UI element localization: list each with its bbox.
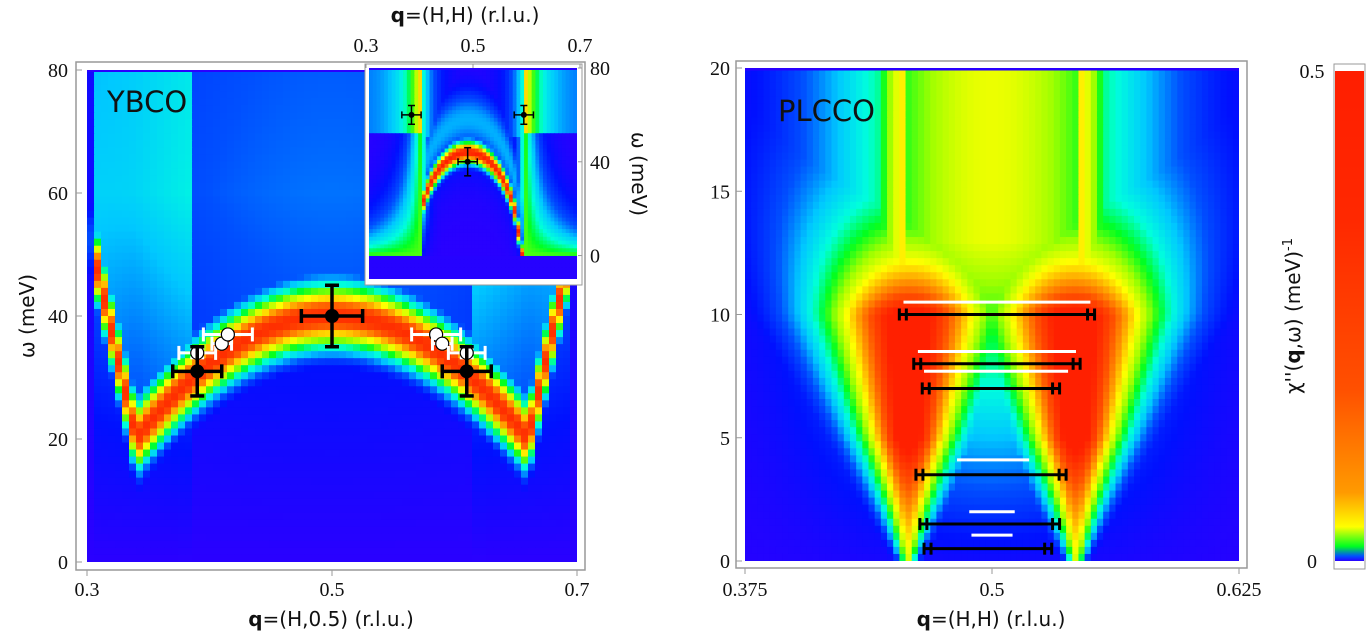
top-edge-line — [369, 68, 577, 70]
x-label-bold: q — [917, 607, 931, 631]
inset-y-tick-label: 0 — [590, 246, 600, 268]
top-edge-line — [745, 68, 1239, 71]
heatmap-inset — [369, 68, 577, 279]
data-markers-plcco — [897, 300, 1097, 555]
x-label-bold: q — [248, 607, 262, 631]
inset-x-label-bold: q — [391, 3, 405, 27]
inset-y-axis-label: ω (meV) — [627, 132, 651, 216]
inset-y-tick-label: 40 — [590, 152, 610, 174]
x-axis-label-plcco: q=(H,H) (r.l.u.) — [917, 607, 1066, 631]
data-point-black — [325, 309, 339, 323]
y-tick-label: 80 — [48, 60, 68, 82]
y-tick-label: 5 — [720, 428, 730, 450]
heatmap-plcco — [745, 68, 1239, 561]
panel-title-ybco: YBCO — [106, 85, 187, 119]
x-tick-label: 0.625 — [1217, 579, 1262, 601]
x-tick-label: 0.375 — [723, 579, 768, 601]
data-point-black — [190, 364, 205, 379]
data-point-white — [435, 336, 450, 351]
colorbar-label: χ''(q,ω) (meV)-1 — [1281, 238, 1305, 394]
y-tick-label: 40 — [48, 306, 68, 328]
colorbar: 00.5 χ''(q,ω) (meV)-1 — [1281, 61, 1366, 573]
x-label-rest: =(H,H) (r.l.u.) — [931, 607, 1065, 631]
colorbar-label-rest: ,ω) (meV) — [1281, 251, 1305, 349]
data-point-black — [459, 364, 474, 379]
panel-plcco: 0.375 0.5 0.625 0 5 10 15 20 PLCCO q=(H,H) (r.l… — [710, 58, 1262, 631]
data-markers-ybco — [171, 283, 493, 398]
y-tick-label: 0 — [720, 551, 730, 573]
y-tick-label: 15 — [710, 181, 730, 203]
axis-ticks-inset: 0.3 0.5 0.7 0 40 80 — [354, 35, 611, 268]
colorbar-tick-label: 0.5 — [1300, 61, 1325, 83]
inset-panel: 0.3 0.5 0.7 0 40 80 q=(H,H) (r.l.u.) ω (meV) — [354, 3, 651, 286]
y-axis-label-ybco: ω (meV) — [15, 274, 39, 358]
colorbar-label-bold: q — [1281, 349, 1305, 363]
colorbar-label-main: χ''( — [1281, 364, 1305, 394]
x-label-rest: =(H,0.5) (r.l.u.) — [263, 607, 414, 631]
y-tick-label: 20 — [48, 429, 68, 451]
inset-x-tick-label: 0.3 — [354, 35, 379, 57]
data-markers-inset — [401, 104, 535, 177]
panel-title-plcco: PLCCO — [778, 94, 875, 128]
colorbar-ticks: 00.5 — [1300, 61, 1325, 573]
inset-data-point — [408, 111, 415, 118]
data-point-white — [220, 327, 235, 342]
inset-x-axis-label: q=(H,H) (r.l.u.) — [391, 3, 540, 27]
inset-data-point — [464, 158, 471, 165]
inset-x-label-rest: =(H,H) (r.l.u.) — [405, 3, 539, 27]
x-axis-label-ybco: q=(H,0.5) (r.l.u.) — [248, 607, 414, 631]
x-tick-label: 0.5 — [980, 579, 1005, 601]
inset-x-tick-label: 0.7 — [568, 35, 593, 57]
x-tick-label: 0.3 — [75, 579, 100, 601]
inset-x-tick-label: 0.5 — [461, 35, 486, 57]
y-tick-label: 20 — [710, 58, 730, 80]
y-tick-label: 10 — [710, 305, 730, 327]
top-edge-line — [87, 70, 577, 72]
y-tick-label: 60 — [48, 183, 68, 205]
y-tick-label: 0 — [58, 552, 68, 574]
axis-ticks-plcco: 0.375 0.5 0.625 0 5 10 15 20 — [710, 58, 1262, 601]
axis-ticks-ybco: 0.3 0.5 0.7 0 20 40 60 80 — [48, 60, 590, 601]
x-tick-label: 0.5 — [320, 579, 345, 601]
inset-data-point — [520, 111, 527, 118]
x-tick-label: 0.7 — [565, 579, 590, 601]
colorbar-tick-label: 0 — [1307, 551, 1317, 573]
colorbar-label-sup: -1 — [1281, 238, 1296, 251]
colorbar-gradient — [1335, 71, 1364, 561]
inset-y-tick-label: 80 — [590, 58, 610, 80]
